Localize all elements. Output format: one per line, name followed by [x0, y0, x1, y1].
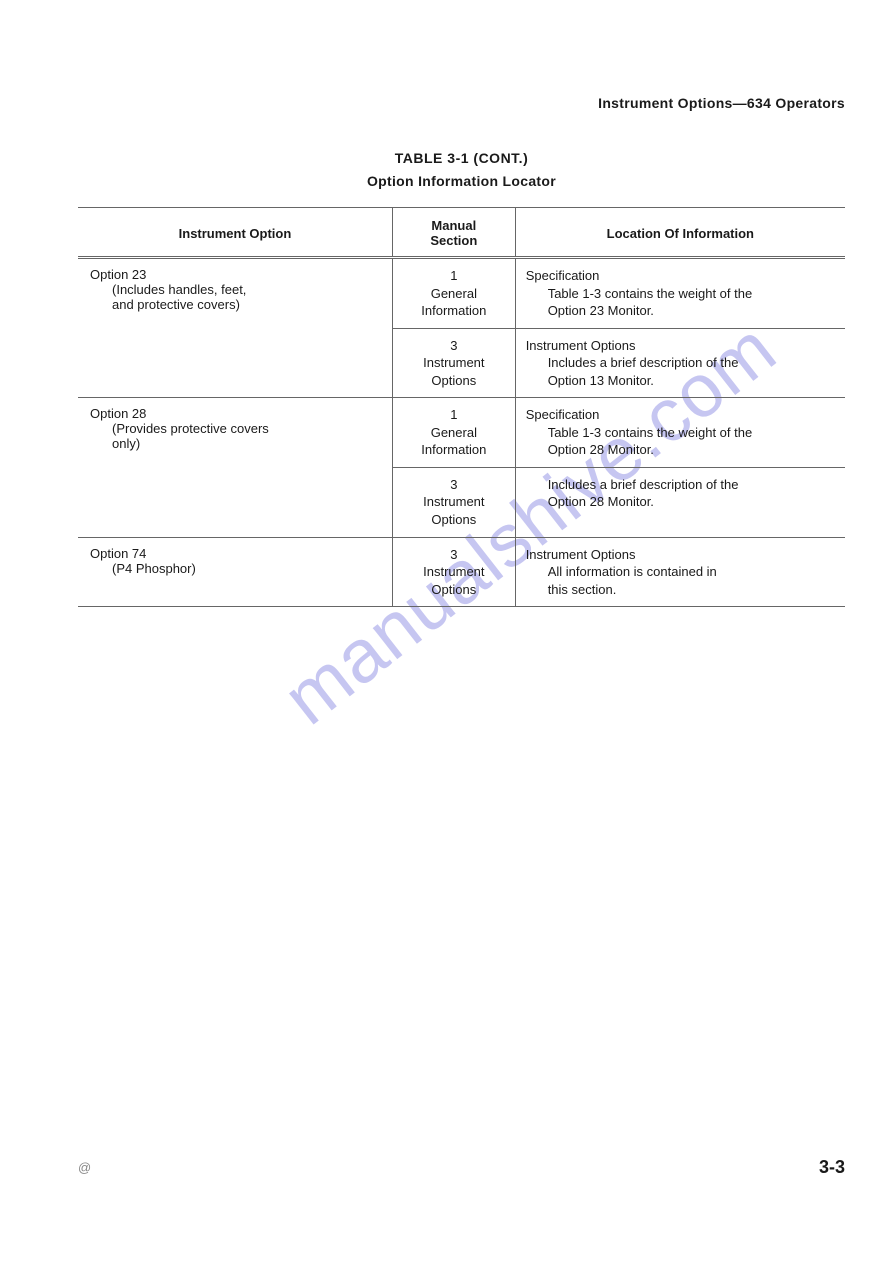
location-desc: Table 1-3 contains the weight of theOpti… — [526, 424, 835, 459]
section-cell: 3InstrumentOptions — [392, 537, 515, 607]
table-header-col1: Instrument Option — [78, 208, 392, 258]
option-locator-table: Instrument Option ManualSection Location… — [78, 207, 845, 607]
table-wrapper: Instrument Option ManualSection Location… — [78, 207, 845, 607]
table-title-sub: Option Information Locator — [78, 173, 845, 189]
footer-left-symbol: @ — [78, 1160, 91, 1175]
table-header-col2: ManualSection — [392, 208, 515, 258]
location-title: Instrument Options — [526, 546, 835, 564]
footer-page-number: 3-3 — [819, 1157, 845, 1178]
option-title: Option 28 — [90, 406, 382, 421]
location-desc: Includes a brief description of theOptio… — [526, 476, 835, 511]
location-cell: Specification Table 1-3 contains the wei… — [515, 258, 845, 329]
table-row: Option 74 (P4 Phosphor) 3InstrumentOptio… — [78, 537, 845, 607]
section-cell: 3InstrumentOptions — [392, 467, 515, 537]
location-cell: Specification Table 1-3 contains the wei… — [515, 398, 845, 468]
location-desc: All information is contained inthis sect… — [526, 563, 835, 598]
location-desc: Includes a brief description of theOptio… — [526, 354, 835, 389]
page-footer: @ 3-3 — [78, 1157, 845, 1178]
page-header-right: Instrument Options—634 Operators — [598, 95, 845, 111]
table-row: Option 28 (Provides protective coversonl… — [78, 398, 845, 468]
location-title: Instrument Options — [526, 337, 835, 355]
option-cell: Option 23 (Includes handles, feet,and pr… — [78, 258, 392, 398]
location-cell: Includes a brief description of theOptio… — [515, 467, 845, 537]
table-title-main: TABLE 3-1 (CONT.) — [78, 150, 845, 166]
table-row: Option 23 (Includes handles, feet,and pr… — [78, 258, 845, 329]
table-header-col3: Location Of Information — [515, 208, 845, 258]
section-cell: 1GeneralInformation — [392, 398, 515, 468]
location-desc: Table 1-3 contains the weight of theOpti… — [526, 285, 835, 320]
option-desc: (Includes handles, feet,and protective c… — [90, 282, 382, 312]
option-title: Option 23 — [90, 267, 382, 282]
option-desc: (P4 Phosphor) — [90, 561, 382, 576]
location-cell: Instrument Options Includes a brief desc… — [515, 328, 845, 398]
section-cell: 3InstrumentOptions — [392, 328, 515, 398]
section-cell: 1GeneralInformation — [392, 258, 515, 329]
location-cell: Instrument Options All information is co… — [515, 537, 845, 607]
table-header-row: Instrument Option ManualSection Location… — [78, 208, 845, 258]
table-title-block: TABLE 3-1 (CONT.) Option Information Loc… — [78, 150, 845, 189]
option-desc: (Provides protective coversonly) — [90, 421, 382, 451]
location-title: Specification — [526, 267, 835, 285]
option-cell: Option 74 (P4 Phosphor) — [78, 537, 392, 607]
option-title: Option 74 — [90, 546, 382, 561]
location-title: Specification — [526, 406, 835, 424]
option-cell: Option 28 (Provides protective coversonl… — [78, 398, 392, 537]
